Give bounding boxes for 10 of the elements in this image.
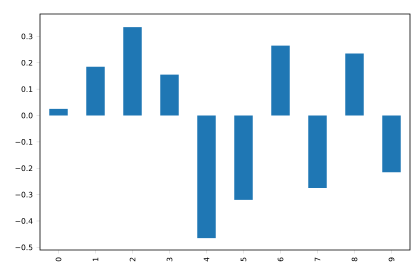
- bar: [160, 74, 179, 116]
- bar: [123, 27, 142, 116]
- bar: [271, 46, 290, 116]
- bar: [234, 116, 253, 200]
- bar: [345, 54, 364, 116]
- bar: [382, 116, 401, 172]
- bar: [197, 116, 216, 238]
- bar: [49, 108, 68, 116]
- bar: [86, 66, 105, 116]
- bar: [308, 116, 327, 188]
